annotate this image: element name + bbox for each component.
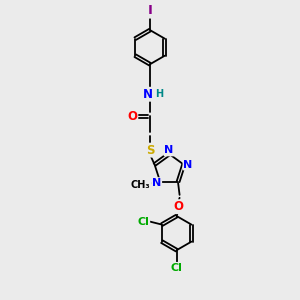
- Text: N: N: [164, 146, 174, 155]
- Text: N: N: [143, 88, 153, 101]
- Text: S: S: [146, 144, 154, 157]
- Text: H: H: [155, 88, 163, 99]
- Text: O: O: [127, 110, 137, 123]
- Text: Cl: Cl: [171, 263, 183, 273]
- Text: CH₃: CH₃: [130, 180, 150, 190]
- Text: I: I: [148, 4, 152, 17]
- Text: N: N: [152, 178, 161, 188]
- Text: O: O: [173, 200, 183, 213]
- Text: N: N: [184, 160, 193, 170]
- Text: Cl: Cl: [137, 217, 149, 226]
